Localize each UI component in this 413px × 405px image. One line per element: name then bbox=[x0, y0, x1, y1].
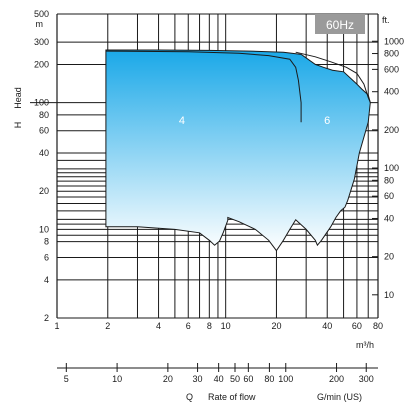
y-tick-label: 500 bbox=[34, 9, 49, 19]
y2-tick-label: 20 bbox=[384, 252, 394, 262]
y-tick-label: 60 bbox=[39, 126, 49, 136]
x2-tick-label: 30 bbox=[193, 374, 203, 384]
y-tick-label: 40 bbox=[39, 148, 49, 158]
y-tick-label: 8 bbox=[44, 237, 49, 247]
y-axis-word: Head bbox=[13, 87, 23, 109]
y-tick-label: 80 bbox=[39, 110, 49, 120]
x2-tick-label: 80 bbox=[264, 374, 274, 384]
tick-labels: 4 6 2 4 6 8 10 20 40 60 80 100 200 300 500 10 20 40 60 80 10… bbox=[34, 9, 404, 384]
curve-line-4 bbox=[105, 50, 302, 123]
badge-background bbox=[315, 14, 365, 34]
x2-tick-label: 40 bbox=[214, 374, 224, 384]
y2-tick-label: 200 bbox=[384, 125, 399, 135]
x2-tick-label: 100 bbox=[278, 374, 293, 384]
y2-tick-label: 100 bbox=[384, 163, 399, 173]
x2-tick-label: 20 bbox=[163, 374, 173, 384]
y-tick-label: 2 bbox=[44, 313, 49, 323]
x2-rate-label: Rate of flow bbox=[208, 392, 256, 402]
x2-tick-label: 10 bbox=[112, 374, 122, 384]
x-tick-label: 80 bbox=[373, 321, 383, 331]
series-label-4: 4 bbox=[179, 115, 185, 127]
x-tick-label: 4 bbox=[156, 321, 161, 331]
x2-tick-label: 300 bbox=[359, 374, 374, 384]
y-tick-label: 200 bbox=[34, 59, 49, 69]
hz-badge: 60Hz bbox=[326, 18, 354, 32]
y2-tick-label: 800 bbox=[384, 49, 399, 59]
performance-area bbox=[105, 49, 371, 252]
y2-tick-label: 1000 bbox=[384, 36, 404, 46]
x-tick-label: 20 bbox=[271, 321, 281, 331]
x2-unit-label: G/min (US) bbox=[317, 392, 362, 402]
y-unit-label: m bbox=[36, 19, 44, 29]
y2-tick-label: 600 bbox=[384, 64, 399, 74]
x-tick-label: 40 bbox=[322, 321, 332, 331]
x2-tick-label: 5 bbox=[64, 374, 69, 384]
y2-unit-label: ft. bbox=[382, 15, 390, 25]
x-tick-label: 6 bbox=[186, 321, 191, 331]
curve-line-6 bbox=[295, 51, 371, 103]
curve-lines bbox=[105, 50, 371, 123]
performance-envelope bbox=[105, 49, 371, 252]
x-tick-label: 2 bbox=[105, 321, 110, 331]
y2-tick-label: 40 bbox=[384, 213, 394, 223]
y-tick-label: 10 bbox=[39, 224, 49, 234]
x-unit-label: m³/h bbox=[356, 340, 374, 350]
x2-q-label: Q bbox=[186, 392, 193, 402]
y-tick-label: 6 bbox=[44, 253, 49, 263]
x-tick-label: 1 bbox=[54, 321, 59, 331]
y-tick-label: 20 bbox=[39, 186, 49, 196]
x2-tick-label: 60 bbox=[243, 374, 253, 384]
y-tick-label: 100 bbox=[34, 98, 49, 108]
y2-tick-label: 400 bbox=[384, 87, 399, 97]
y2-tick-label: 60 bbox=[384, 191, 394, 201]
y2-tick-label: 80 bbox=[384, 175, 394, 185]
x-tick-label: 8 bbox=[207, 321, 212, 331]
x2-tick-label: 50 bbox=[230, 374, 240, 384]
y2-tick-label: 10 bbox=[384, 290, 394, 300]
y-axis-letter: H bbox=[13, 122, 23, 129]
y-tick-label: 4 bbox=[44, 275, 49, 285]
series-label-6: 6 bbox=[324, 115, 330, 127]
y-tick-label: 300 bbox=[34, 37, 49, 47]
x-tick-label: 10 bbox=[221, 321, 231, 331]
x-tick-label: 60 bbox=[352, 321, 362, 331]
x2-tick-label: 200 bbox=[329, 374, 344, 384]
